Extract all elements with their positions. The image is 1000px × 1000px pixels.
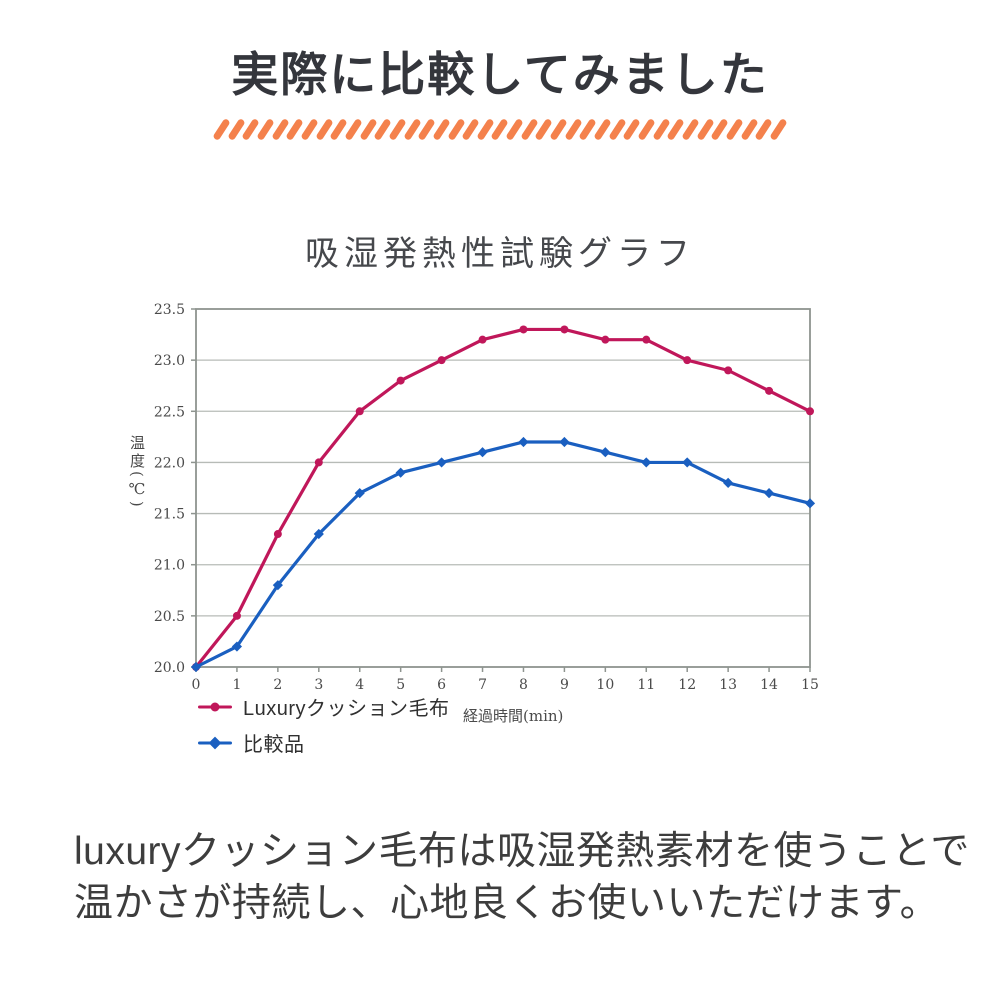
chart-plot-area: 20.020.521.021.522.022.523.023.50 1 2 3 4 5 6 7… xyxy=(154,302,819,693)
svg-text:2: 2 xyxy=(273,677,282,693)
svg-text:15: 15 xyxy=(801,677,819,693)
svg-text:1: 1 xyxy=(232,677,241,693)
svg-text:13: 13 xyxy=(719,677,737,693)
description: luxuryクッション毛布は吸湿発熱素材を使うことで 温かさが持続し、心地良くお… xyxy=(74,826,970,930)
svg-text:14: 14 xyxy=(760,677,778,693)
line-chart: 20.0 20.5 21.0 21.5 22.0 22.5 23.0 23.5 0 1 2 3 4 5 6 7… xyxy=(0,285,1000,775)
svg-text:4: 4 xyxy=(355,677,364,693)
description-line-1: luxuryクッション毛布は吸湿発熱素材を使うことで xyxy=(74,830,970,873)
legend-item-comparison: 比較品 xyxy=(198,728,450,757)
svg-text:9: 9 xyxy=(560,677,569,693)
legend-label: Luxuryクッション毛布 xyxy=(243,698,450,720)
legend-item-luxury: Luxuryクッション毛布 xyxy=(198,692,450,721)
svg-text:8: 8 xyxy=(519,677,528,693)
svg-text:21.0: 21.0 xyxy=(154,558,185,574)
svg-text:12: 12 xyxy=(678,677,696,693)
slash-mark xyxy=(769,117,788,141)
svg-text:20.5: 20.5 xyxy=(154,609,185,625)
svg-text:22.5: 22.5 xyxy=(154,404,185,420)
svg-text:3: 3 xyxy=(314,677,323,693)
x-axis-title: 経過時間(min) xyxy=(463,707,564,725)
chart-legend: Luxuryクッション毛布 比較品 xyxy=(198,692,450,757)
description-line-2: 温かさが持続し、心地良くお使いいただけます。 xyxy=(74,882,940,925)
svg-text:0: 0 xyxy=(192,677,201,693)
svg-text:11: 11 xyxy=(637,677,655,693)
svg-text:5: 5 xyxy=(396,677,405,693)
chart-title: 吸湿発熱性試験グラフ xyxy=(305,235,695,273)
svg-text:20.0: 20.0 xyxy=(154,660,185,676)
legend-label: 比較品 xyxy=(243,734,305,756)
legend-marker-blue xyxy=(198,733,232,753)
page-title: 実際に比較してみました xyxy=(231,48,769,101)
svg-text:7: 7 xyxy=(478,677,487,693)
svg-text:10: 10 xyxy=(596,677,614,693)
y-axis-title: 温度(℃) xyxy=(128,435,146,510)
svg-text:23.0: 23.0 xyxy=(154,353,185,369)
svg-text:21.5: 21.5 xyxy=(154,507,185,523)
legend-marker-red xyxy=(198,697,232,717)
divider-slashes xyxy=(212,116,788,142)
svg-text:22.0: 22.0 xyxy=(154,455,185,471)
svg-text:23.5: 23.5 xyxy=(154,302,185,318)
svg-text:6: 6 xyxy=(437,677,446,693)
